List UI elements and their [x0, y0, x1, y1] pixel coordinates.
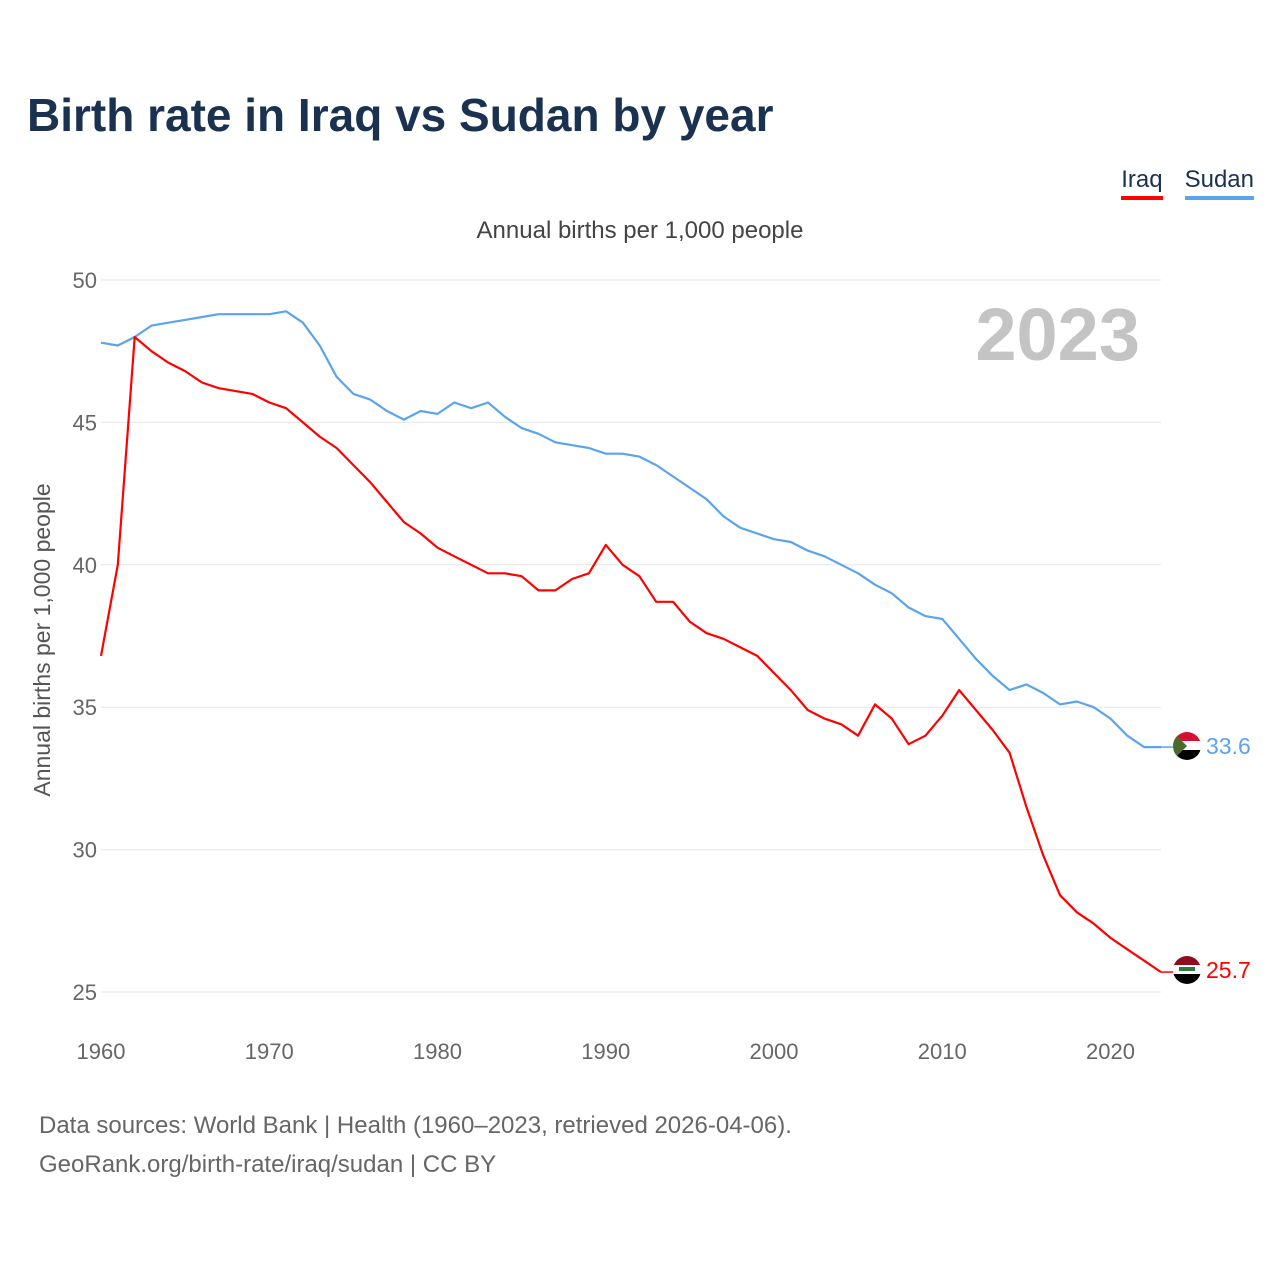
y-tick-label: 50 — [73, 268, 97, 293]
source-note: Data sources: World Bank | Health (1960–… — [39, 1106, 792, 1184]
y-tick-label: 35 — [73, 695, 97, 720]
y-tick-label: 40 — [73, 553, 97, 578]
x-tick-label: 1990 — [581, 1039, 630, 1064]
series-line-sudan — [100, 310, 1161, 749]
source-link[interactable]: GeoRank.org/birth-rate/iraq/sudan | CC B… — [39, 1151, 497, 1178]
y-tick-label: 25 — [73, 980, 97, 1005]
y-tick-label: 45 — [73, 410, 97, 435]
x-tick-label: 2010 — [918, 1039, 967, 1064]
legend-item-sudan[interactable]: Sudan — [1184, 166, 1254, 200]
year-watermark: 2023 — [975, 293, 1140, 376]
iraq-flag-icon — [1173, 956, 1201, 984]
x-tick-label: 1960 — [77, 1039, 126, 1064]
x-tick-label: 1970 — [245, 1039, 294, 1064]
legend: Iraq Sudan — [1121, 166, 1254, 200]
sudan-end-label: 33.6 — [1206, 733, 1251, 759]
sudan-flag-icon — [1173, 732, 1201, 760]
y-tick-label: 30 — [73, 838, 97, 863]
x-tick-label: 2020 — [1086, 1039, 1135, 1064]
legend-item-iraq[interactable]: Iraq — [1121, 166, 1163, 200]
x-tick-label: 1980 — [413, 1039, 462, 1064]
series-line-iraq — [99, 335, 1162, 974]
source-line-1: Data sources: World Bank | Health (1960–… — [39, 1112, 792, 1139]
chart-title: Birth rate in Iraq vs Sudan by year — [27, 89, 774, 141]
iraq-end-label: 25.7 — [1206, 957, 1251, 983]
y-axis-label: Annual births per 1,000 people — [29, 483, 55, 796]
chart-subtitle: Annual births per 1,000 people — [476, 217, 804, 244]
x-tick-label: 2000 — [750, 1039, 799, 1064]
